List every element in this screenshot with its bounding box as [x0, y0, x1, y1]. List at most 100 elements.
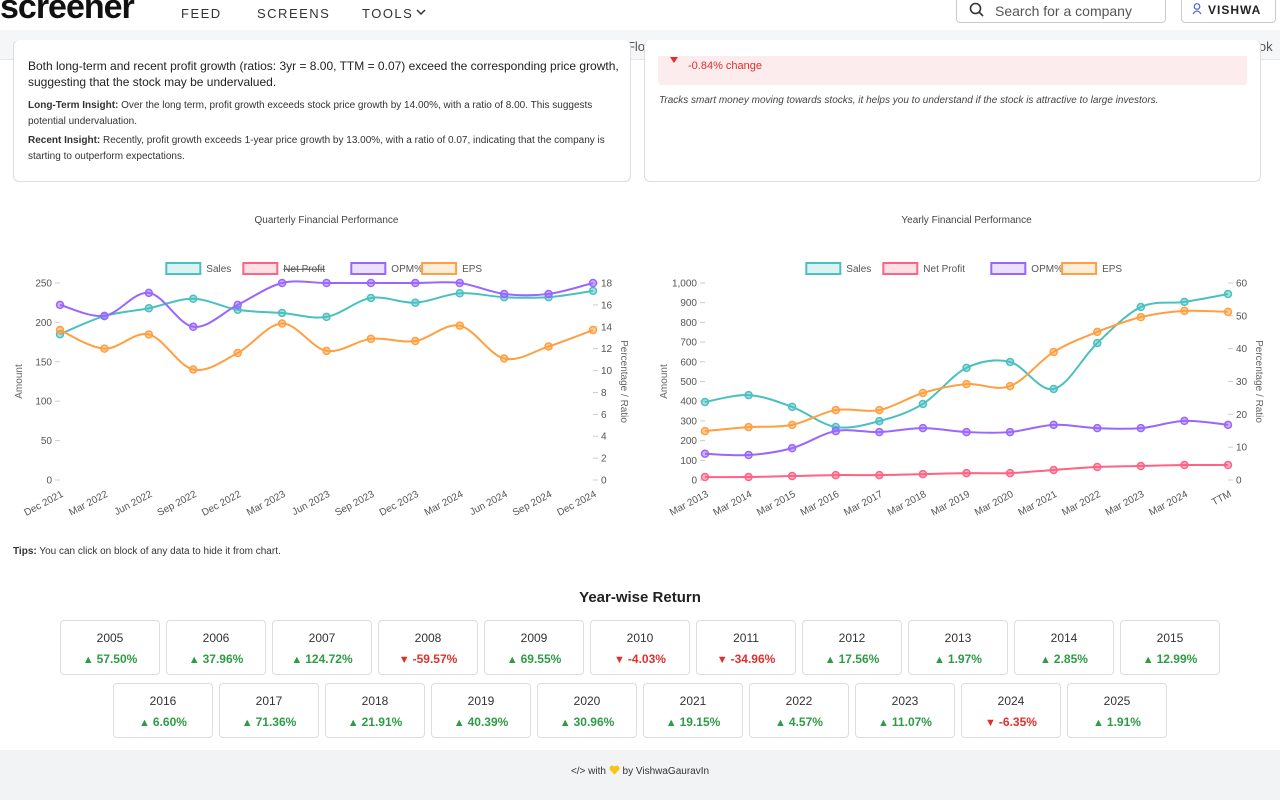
legend-label[interactable]: EPS [462, 264, 482, 275]
legend-label[interactable]: Net Profit [923, 264, 965, 275]
long-term-insight: Long-Term Insight: Over the long term, p… [28, 98, 624, 130]
legend-swatch[interactable] [1061, 262, 1098, 275]
y-tick-label: 900 [680, 298, 697, 309]
return-change: 2.85% [1053, 652, 1088, 666]
return-box: 2024 ▼ -6.35% [961, 683, 1061, 738]
data-point [1005, 357, 1015, 367]
return-change: 71.36% [255, 715, 297, 729]
return-box: 2007 ▲ 124.72% [272, 620, 372, 675]
data-point [787, 443, 797, 453]
data-point [700, 426, 710, 436]
y-tick-label: 1,000 [672, 279, 697, 290]
legend-swatch[interactable] [990, 262, 1027, 275]
return-year: 2024 [997, 694, 1025, 708]
legend-label[interactable]: OPM% [391, 264, 423, 275]
chart-title: Quarterly Financial Performance [255, 215, 399, 226]
legend-swatch[interactable] [242, 262, 279, 275]
data-point [322, 278, 331, 288]
arrow-icon: ▲ [291, 654, 303, 666]
y2-tick-label: 60 [1236, 279, 1248, 290]
data-point [55, 325, 65, 335]
data-point [411, 298, 420, 307]
return-change: 30.96% [573, 715, 615, 729]
data-point [1093, 327, 1102, 337]
legend-label[interactable]: Sales [846, 264, 871, 275]
return-change: 11.07% [891, 715, 932, 729]
return-value: ▲ 1.97% [909, 652, 1007, 666]
y-tick-label: 800 [680, 318, 697, 329]
data-point [1005, 468, 1015, 478]
y-tick-label: 600 [680, 357, 697, 368]
y-tick-label: 300 [680, 416, 697, 427]
return-change: 69.55% [520, 652, 562, 666]
footer-prefix: </> with [570, 766, 606, 777]
return-value: ▲ 2.85% [1015, 652, 1113, 666]
data-point [875, 427, 884, 437]
data-point [831, 405, 840, 415]
data-point [144, 330, 154, 339]
return-year: 2014 [1050, 631, 1078, 645]
data-point [744, 422, 753, 432]
data-point [100, 344, 109, 353]
label: Recent Insight: [28, 135, 101, 146]
data-point [1223, 460, 1233, 470]
return-box: 2015 ▲ 12.99% [1120, 620, 1220, 675]
data-point [189, 365, 198, 374]
text: Recently, profit growth exceeds 1-year p… [28, 135, 605, 162]
legend-label[interactable]: Sales [206, 264, 231, 275]
data-point [1223, 289, 1233, 299]
data-point [1180, 306, 1189, 316]
user-icon [1192, 3, 1202, 15]
arrow-icon: ▼ [614, 654, 625, 666]
search-icon [969, 2, 984, 17]
user-button[interactable]: VISHWA [1181, 0, 1276, 23]
arrow-icon: ▼ [985, 717, 996, 729]
data-point [1049, 347, 1058, 357]
return-year: 2006 [202, 631, 230, 645]
logo[interactable]: screener [0, 0, 135, 26]
y-tick-label: 700 [680, 338, 697, 349]
y-tick-label: 0 [691, 476, 697, 487]
x-tick-label: Jun 2024 [468, 489, 510, 518]
data-point [366, 334, 376, 344]
arrow-icon: ▲ [878, 717, 889, 729]
legend-label[interactable]: EPS [1102, 264, 1122, 275]
data-point [1093, 338, 1102, 348]
y-tick-label: 250 [35, 279, 52, 290]
down-arrow [670, 57, 678, 63]
nav-link[interactable]: SCREENS [257, 6, 331, 21]
return-year: 2015 [1156, 631, 1184, 645]
nav-link[interactable]: FEED [181, 6, 222, 21]
x-tick-label: Mar 2016 [799, 489, 842, 519]
legend-swatch[interactable] [350, 262, 387, 275]
nav-link[interactable]: TOOLS [362, 6, 414, 21]
data-point [277, 278, 287, 288]
data-point [1005, 381, 1015, 391]
x-tick-label: Jun 2022 [113, 489, 155, 518]
legend-label[interactable]: OPM% [1031, 264, 1063, 275]
y2-tick-label: 0 [601, 476, 607, 487]
legend-swatch[interactable] [421, 262, 458, 275]
data-point [499, 354, 509, 363]
return-box: 2012 ▲ 17.56% [802, 620, 902, 675]
data-point [455, 321, 464, 330]
return-change: 124.72% [305, 652, 353, 666]
data-point [744, 450, 753, 460]
data-point [962, 468, 971, 478]
label: Long-Term Insight: [28, 100, 119, 111]
x-tick-label: Mar 2023 [1104, 489, 1147, 519]
x-tick-label: Dec 2024 [555, 489, 598, 519]
return-box: 2005 ▲ 57.50% [60, 620, 160, 675]
legend-label[interactable]: Net Profit [283, 264, 325, 275]
legend-swatch[interactable] [882, 262, 919, 275]
return-box: 2014 ▲ 2.85% [1014, 620, 1114, 675]
return-change: -34.96% [730, 652, 776, 666]
legend-swatch[interactable] [805, 262, 842, 275]
y-tick-label: 0 [46, 476, 52, 487]
data-point [1049, 420, 1058, 430]
data-point [918, 388, 928, 398]
legend-swatch[interactable] [165, 262, 202, 275]
data-point [233, 348, 242, 358]
return-box: 2020 ▲ 30.96% [537, 683, 637, 738]
search-box[interactable]: Search for a company [956, 0, 1166, 23]
